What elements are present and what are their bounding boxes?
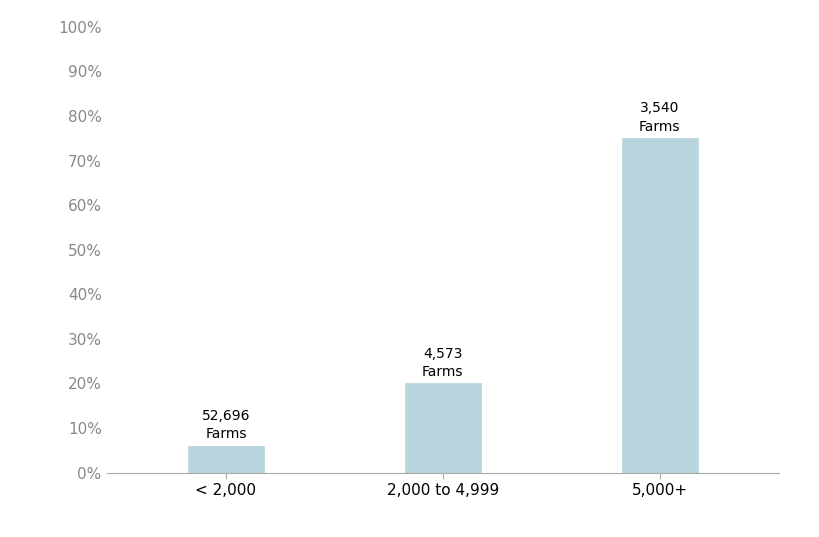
- Text: 3,540
Farms: 3,540 Farms: [638, 101, 680, 134]
- Bar: [188, 446, 264, 473]
- Bar: [405, 383, 480, 473]
- Text: 52,696
Farms: 52,696 Farms: [201, 409, 250, 441]
- Text: 4,573
Farms: 4,573 Farms: [422, 346, 463, 379]
- Bar: [621, 139, 697, 473]
